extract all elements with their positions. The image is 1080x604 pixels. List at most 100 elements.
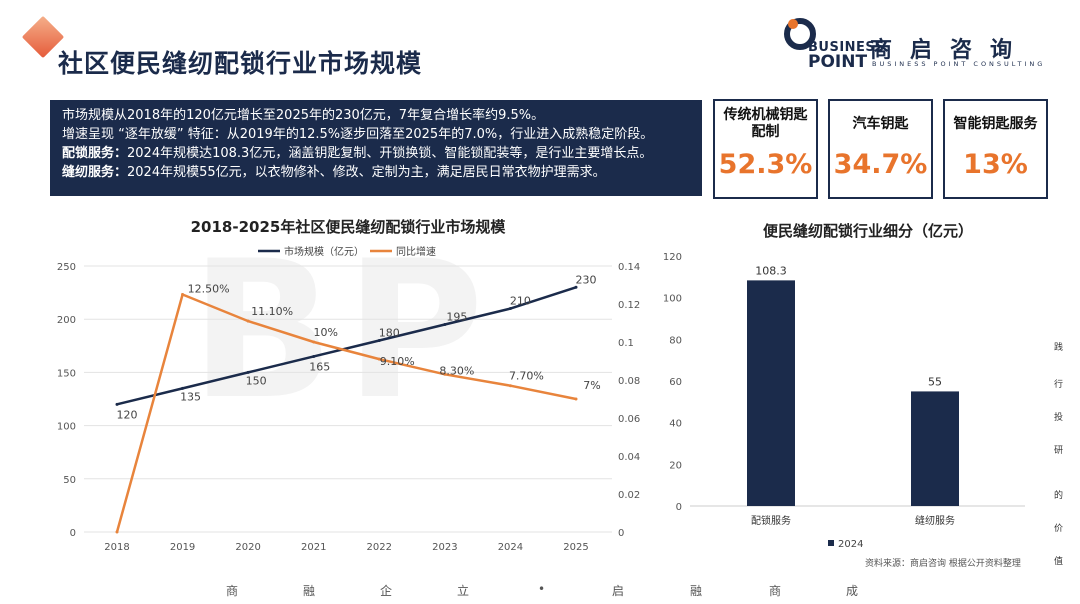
y-right-tick-label: 0.1 <box>618 338 634 349</box>
y-tick-label: 40 <box>669 419 682 430</box>
y-right-tick-label: 0.02 <box>618 490 640 501</box>
logo-ring-icon <box>784 18 816 50</box>
summary-box: 市场规模从2018年的120亿元增长至2025年的230亿元，7年复合增长率约9… <box>50 100 702 196</box>
legend-label: 同比增速 <box>396 245 436 258</box>
y-tick-label: 80 <box>669 335 682 346</box>
y-left-tick-label: 0 <box>70 528 76 539</box>
summary-line: 增速呈现 “逐年放缓” 特征：从2019年的12.5%逐步回落至2025年的7.… <box>62 127 654 142</box>
footer-char: 企 <box>380 584 393 598</box>
y-left-tick-label: 50 <box>63 475 76 486</box>
y-left-tick-label: 150 <box>57 368 76 379</box>
footer-char: 成 <box>846 584 859 598</box>
y-tick-label: 0 <box>676 502 682 513</box>
side-char: 值 <box>1054 557 1064 567</box>
y-tick-label: 20 <box>669 460 682 471</box>
logo-english: BUSINESS POINT CONSULTING <box>872 60 1046 68</box>
y-right-tick-label: 0.12 <box>618 300 640 311</box>
y-right-tick-label: 0 <box>618 528 624 539</box>
series-line <box>115 292 577 533</box>
data-point <box>312 340 316 344</box>
footer-char: 融 <box>303 584 316 598</box>
data-point <box>443 372 447 376</box>
stat-card-car-key: 汽车钥匙 34.7% <box>828 99 933 199</box>
side-char: 行 <box>1054 380 1064 390</box>
y-left-tick-label: 100 <box>57 422 76 433</box>
y-right-tick-label: 0.08 <box>618 376 640 387</box>
footer-char: 启 <box>612 584 625 598</box>
x-tick-label: 2022 <box>367 542 392 553</box>
data-point <box>246 370 250 374</box>
logo-mark-bottom: POINT <box>808 52 868 72</box>
stat-card-label: 传统机械钥匙配制 <box>723 107 808 140</box>
legend-swatch <box>828 540 834 546</box>
y-right-tick-label: 0.06 <box>618 414 640 425</box>
data-label: 135 <box>180 390 201 403</box>
footer-char: 商 <box>226 584 239 598</box>
legend-label: 2024 <box>838 539 863 550</box>
data-label: 210 <box>510 295 531 308</box>
data-label: 7.70% <box>509 370 544 383</box>
data-point <box>181 386 185 390</box>
side-char: 研 <box>1054 446 1064 456</box>
data-point <box>115 402 119 406</box>
source-note: 资料来源：商启咨询 根据公开资料整理 <box>865 559 1021 569</box>
y-right-tick-label: 0.14 <box>618 262 640 273</box>
data-point <box>574 397 578 401</box>
data-label: 8.30% <box>439 364 474 377</box>
stat-card-mechanical-key: 传统机械钥匙配制 52.3% <box>713 99 818 199</box>
footer-char: 融 <box>690 584 703 598</box>
data-label: 195 <box>446 311 467 324</box>
x-tick-label: 2023 <box>432 542 457 553</box>
side-char: 价 <box>1054 524 1064 534</box>
x-tick-label: 2019 <box>170 542 195 553</box>
y-tick-label: 60 <box>669 377 682 388</box>
x-tick-label: 2018 <box>104 542 129 553</box>
data-point <box>508 307 512 311</box>
data-label: 7% <box>583 379 600 392</box>
x-tick-label: 2024 <box>498 542 523 553</box>
side-char: 践 <box>1054 343 1064 353</box>
page-title: 社区便民缝纫配锁行业市场规模 <box>58 49 423 78</box>
logo-chinese: 商启咨询 <box>870 38 1031 63</box>
x-tick-label: 2020 <box>235 542 260 553</box>
summary-line: 市场规模从2018年的120亿元增长至2025年的230亿元，7年复合增长率约9… <box>62 108 545 123</box>
data-point <box>312 354 316 358</box>
summary-line: 缝纫服务：2024年规模55亿元，以衣物修补、修改、定制为主，满足居民日常衣物护… <box>62 165 606 180</box>
bar <box>911 391 959 506</box>
data-point <box>574 285 578 289</box>
chart-title: 便民缝纫配锁行业细分（亿元） <box>763 222 973 240</box>
x-tick-label: 缝纫服务 <box>915 514 955 527</box>
data-label: 12.50% <box>188 283 230 296</box>
y-tick-label: 120 <box>663 252 682 263</box>
stat-card-value: 52.3% <box>718 149 813 180</box>
data-label: 165 <box>309 360 330 373</box>
summary-line: 配锁服务：2024年规模达108.3亿元，涵盖钥匙复制、开锁换锁、智能锁配装等，… <box>62 146 653 161</box>
data-label: 120 <box>117 408 138 421</box>
data-point <box>115 530 119 534</box>
y-right-tick-label: 0.04 <box>618 452 640 463</box>
data-label: 150 <box>246 374 267 387</box>
side-char: 投 <box>1054 413 1064 423</box>
data-point <box>377 357 381 361</box>
x-tick-label: 2025 <box>563 542 588 553</box>
watermark: BP <box>190 220 495 441</box>
footer-char: 商 <box>769 584 782 598</box>
data-point <box>246 319 250 323</box>
data-label: 10% <box>313 326 337 339</box>
data-label: 230 <box>576 273 597 286</box>
y-tick-label: 100 <box>663 294 682 305</box>
x-tick-label: 配锁服务 <box>751 514 791 527</box>
stat-card-label: 智能钥匙服务 <box>953 115 1038 132</box>
y-left-tick-label: 200 <box>57 315 76 326</box>
legend-label: 市场规模（亿元） <box>284 245 364 258</box>
stat-card-value: 13% <box>963 149 1028 180</box>
bar-value-label: 55 <box>928 375 942 388</box>
stat-card-value: 34.7% <box>833 149 928 180</box>
stat-card-label: 汽车钥匙 <box>852 115 909 132</box>
stat-card-smart-key: 智能钥匙服务 13% <box>943 99 1048 199</box>
bar-value-label: 108.3 <box>755 264 787 277</box>
data-point <box>181 293 185 296</box>
brand-logo: BUSINESS POINT 商启咨询 BUSINESS POINT CONSU… <box>778 14 1068 74</box>
